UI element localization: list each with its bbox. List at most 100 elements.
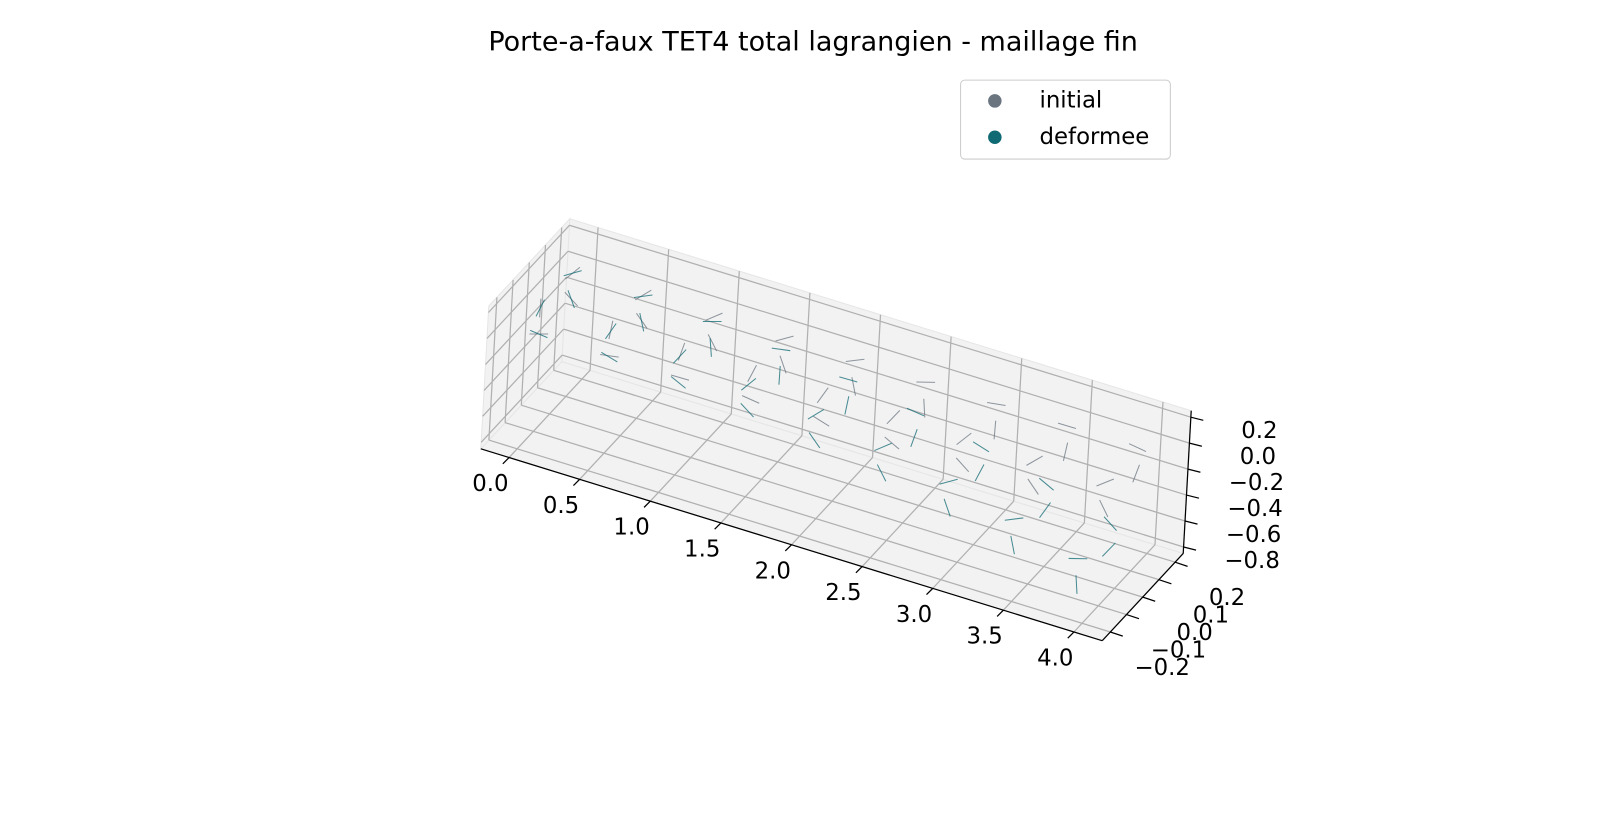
x-tick-label: 3.5	[967, 624, 1003, 650]
x-tick-label: 4.0	[1037, 645, 1073, 671]
point	[884, 436, 900, 450]
x-tick-label: 0.0	[472, 471, 508, 497]
z-tick-label: 0.0	[1240, 444, 1276, 470]
tick-mark	[714, 522, 722, 530]
grid-line	[520, 262, 530, 406]
grid-line	[1083, 380, 1093, 523]
point	[972, 441, 990, 453]
point	[608, 320, 614, 340]
point	[906, 407, 925, 417]
grid-line	[485, 276, 567, 365]
tick-mark	[502, 457, 510, 465]
y-tick-label: −0.2	[1135, 655, 1190, 681]
grid-line	[486, 250, 569, 339]
tick-mark	[1174, 561, 1188, 567]
point	[808, 432, 821, 449]
point	[1075, 575, 1078, 594]
grid-line	[566, 276, 1189, 470]
tick-mark	[1189, 442, 1203, 447]
point	[1103, 516, 1117, 532]
point	[601, 351, 618, 363]
grid-line	[567, 250, 1190, 444]
point	[779, 355, 787, 374]
point	[633, 294, 653, 299]
point	[874, 442, 892, 452]
point	[974, 464, 985, 482]
x-tick-label: 1.5	[684, 536, 720, 562]
grid-line	[871, 314, 882, 458]
tick-mark	[1158, 579, 1172, 585]
y-axis-line	[1101, 553, 1184, 642]
legend-label: deformee	[1039, 124, 1149, 150]
grid-line	[563, 328, 1186, 522]
tick-mark	[572, 478, 581, 487]
x-tick-label: 3.0	[896, 602, 932, 628]
tick-mark	[643, 500, 651, 508]
grid-line	[504, 422, 1127, 616]
point	[529, 329, 548, 339]
point	[563, 270, 582, 277]
tick-mark	[1067, 631, 1075, 639]
point	[600, 353, 619, 358]
point	[639, 312, 645, 332]
point	[1039, 502, 1051, 519]
x-tick-label: 1.0	[613, 515, 649, 541]
point	[956, 432, 972, 446]
legend-marker	[988, 130, 1002, 145]
grid-line	[536, 244, 547, 388]
point	[939, 478, 958, 485]
grid-line	[483, 302, 566, 391]
grid-line	[660, 249, 670, 393]
point	[741, 377, 757, 391]
point	[1128, 443, 1147, 453]
x-tick-label: 0.5	[543, 493, 579, 519]
grid-line	[537, 387, 1160, 581]
point	[709, 338, 712, 357]
grid-line	[569, 224, 1192, 418]
point	[771, 347, 791, 352]
point	[807, 409, 825, 420]
chart-title: Porte-a-faux TET4 total lagrangien - mai…	[488, 26, 1138, 57]
point	[605, 323, 617, 340]
point	[634, 289, 652, 301]
x-tick-label: 2.0	[755, 558, 791, 584]
point	[670, 376, 686, 389]
tick-mark	[996, 609, 1004, 617]
point	[1038, 477, 1054, 491]
y-tick-label: −0.1	[1151, 637, 1206, 663]
grid-line	[480, 354, 563, 443]
grid-line	[801, 292, 811, 436]
grid-line	[561, 354, 1184, 548]
z-tick-label: −0.6	[1226, 522, 1281, 548]
point	[778, 365, 781, 385]
tick-mark	[1186, 494, 1200, 499]
grid-line	[488, 297, 498, 441]
grid-line	[553, 369, 1176, 563]
grid-line	[1154, 401, 1164, 545]
tick-mark	[1184, 520, 1198, 525]
grid-line	[488, 439, 1111, 633]
point	[535, 299, 545, 317]
legend-label: initial	[1039, 87, 1102, 113]
z-tick-label: −0.4	[1227, 496, 1282, 522]
tick-mark	[784, 544, 792, 552]
grid-line	[589, 227, 599, 371]
point	[1099, 499, 1109, 518]
x-axis-line	[480, 448, 1103, 642]
tick-mark	[855, 566, 863, 574]
z-axis-line	[1182, 410, 1192, 554]
point	[1057, 422, 1077, 430]
y-tick-label: 0.1	[1193, 602, 1229, 628]
point	[775, 335, 794, 342]
tick-mark	[1183, 546, 1197, 551]
z-tick-label: 0.2	[1241, 418, 1277, 444]
grid-line	[482, 328, 565, 417]
tick-mark	[926, 587, 934, 596]
point	[844, 396, 850, 415]
grid-line	[504, 279, 514, 423]
point	[845, 358, 865, 363]
point	[876, 464, 887, 482]
tick-mark	[1190, 416, 1204, 421]
point	[987, 402, 1006, 406]
point	[910, 429, 918, 447]
